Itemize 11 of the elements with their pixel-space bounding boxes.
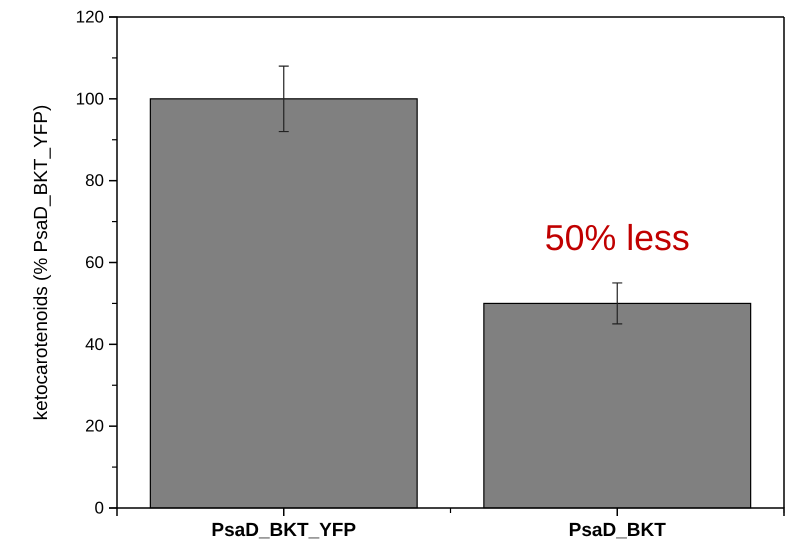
y-tick-label: 80 <box>85 171 104 190</box>
x-tick-label: PsaD_BKT_YFP <box>211 520 356 542</box>
y-tick-label: 20 <box>85 416 104 436</box>
y-axis-title: ketocarotenoids (% PsaD_BKT_YFP) <box>31 104 52 420</box>
y-tick-label: 40 <box>85 334 104 354</box>
y-tick-label: 120 <box>76 7 104 26</box>
y-tick-label: 100 <box>76 89 104 108</box>
x-tick-label: PsaD_BKT <box>568 520 666 542</box>
y-tick-label: 60 <box>85 252 104 272</box>
y-tick-label: 0 <box>94 498 104 518</box>
annotation: 50% less <box>544 217 691 258</box>
